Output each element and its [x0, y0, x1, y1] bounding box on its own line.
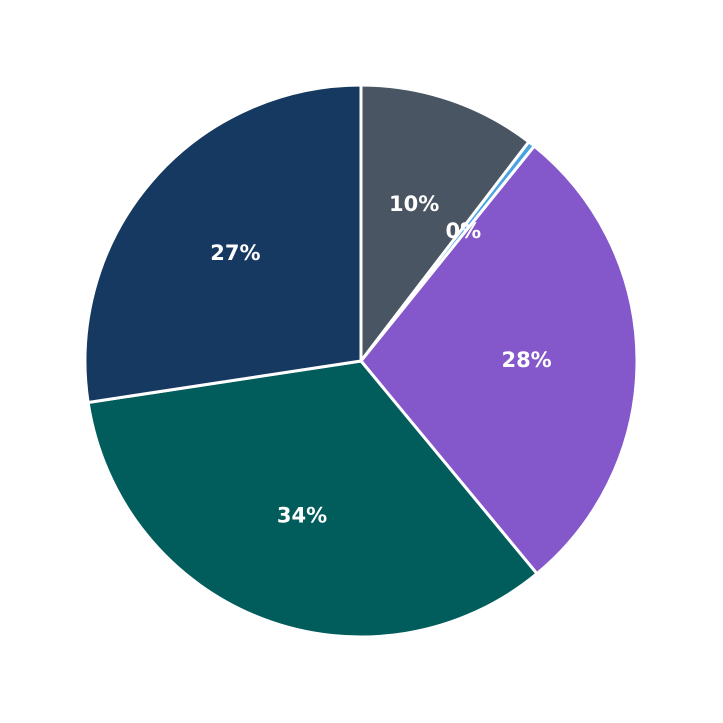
slice-label-4: 27% — [210, 241, 260, 265]
slice-label-2: 28% — [501, 348, 551, 372]
pie-slice-2 — [359, 144, 639, 576]
slice-label-3: 34% — [277, 504, 327, 528]
slice-label-1: 0% — [445, 219, 481, 243]
pie-slice-4 — [83, 83, 363, 404]
pie-slice-3 — [86, 359, 539, 639]
pie-slice-0 — [359, 83, 531, 363]
slice-label-0: 10% — [389, 192, 439, 216]
